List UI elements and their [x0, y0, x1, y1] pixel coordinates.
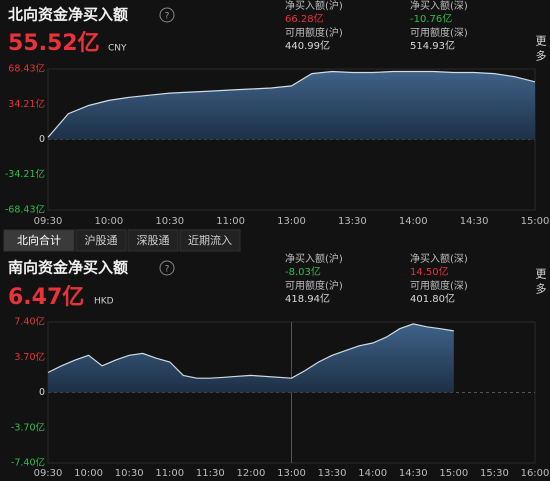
help-icon[interactable] [159, 7, 175, 23]
currency: HKD [94, 297, 114, 307]
x-tick-label: 14:00 [358, 468, 387, 479]
tab-label[interactable]: 深股通 [137, 234, 170, 247]
y-tick-label: 34.21亿 [8, 98, 45, 110]
x-tick-label: 15:00 [439, 468, 468, 479]
line [47, 70, 536, 138]
area [48, 323, 454, 393]
x-tick-label: 11:00 [155, 468, 184, 479]
area [48, 71, 535, 140]
x-tick-label: 09:30 [34, 216, 63, 227]
tab-label[interactable]: 近期流入 [188, 233, 232, 247]
tab[interactable] [179, 229, 241, 252]
x-tick-label: 14:30 [399, 468, 428, 479]
stat-label: 净买入额(沪) [285, 0, 343, 12]
x-tick-label: 14:00 [399, 216, 428, 227]
total: 55.52亿 [8, 31, 100, 56]
stat-value: 440.99亿 [285, 39, 330, 52]
x-tick-label: 09:30 [34, 468, 63, 479]
help-icon[interactable] [159, 260, 175, 276]
panel-title: 南向资金净买入额 [8, 259, 128, 277]
stat-label: 可用额度(深) [410, 26, 468, 39]
stat-label: 可用额度(沪) [285, 279, 343, 292]
x-tick-label: 15:00 [521, 216, 550, 227]
stat-label: 净买入额(深) [410, 252, 468, 265]
tab[interactable] [127, 229, 179, 252]
stat-value: -10.76亿 [410, 12, 452, 25]
tab[interactable] [75, 229, 127, 252]
x-tick-label: 16:00 [521, 468, 550, 479]
x-tick-label: 10:30 [155, 216, 184, 227]
y-tick-label: -34.21亿 [5, 168, 45, 180]
stat-value: 514.93亿 [410, 39, 455, 52]
tab-label[interactable]: 北向合计 [17, 233, 61, 247]
stat-value: 401.80亿 [410, 292, 455, 305]
currency: CNY [108, 44, 127, 54]
help-mark[interactable]: ? [165, 265, 170, 275]
y-tick-label: 0 [39, 134, 45, 145]
stat-value: 66.28亿 [285, 12, 324, 25]
stat-label: 可用额度(深) [410, 279, 468, 292]
y-tick-label: -7.40亿 [11, 457, 45, 469]
y-tick-label: 68.43亿 [8, 63, 45, 75]
x-tick-label: 11:00 [216, 216, 245, 227]
x-tick-label: 12:00 [237, 468, 266, 479]
stat-label: 净买入额(沪) [285, 252, 343, 265]
x-tick-label: 13:00 [277, 216, 306, 227]
stat-value: -8.03亿 [285, 265, 321, 278]
stat-value: 14.50亿 [410, 265, 449, 278]
y-tick-label: 0 [39, 387, 45, 398]
x-tick-label: 13:30 [318, 468, 347, 479]
tab[interactable] [3, 229, 75, 252]
line [47, 323, 454, 379]
tab-label[interactable]: 沪股通 [85, 233, 118, 247]
more-button[interactable]: 更多 [534, 268, 547, 298]
y-tick-label: 3.70亿 [14, 351, 45, 363]
y-tick-label: -3.70亿 [11, 421, 45, 433]
stat-value: 418.94亿 [285, 292, 330, 305]
x-tick-label: 13:30 [338, 216, 367, 227]
more-button[interactable]: 更多 [534, 35, 547, 65]
x-tick-label: 10:00 [94, 216, 123, 227]
help-mark[interactable]: ? [165, 12, 170, 22]
total: 6.47亿 [8, 285, 84, 310]
x-tick-label: 10:30 [115, 468, 144, 479]
x-tick-label: 15:30 [480, 468, 509, 479]
y-tick-label: 7.40亿 [14, 316, 45, 328]
x-tick-label: 14:30 [460, 216, 489, 227]
x-tick-label: 13:00 [277, 468, 306, 479]
panel-title: 北向资金净买入额 [8, 6, 128, 24]
x-tick-label: 11:30 [196, 468, 225, 479]
y-tick-label: -68.43亿 [5, 204, 45, 216]
x-tick-label: 10:00 [74, 468, 103, 479]
stat-label: 净买入额(深) [410, 0, 468, 12]
stat-label: 可用额度(沪) [285, 26, 343, 39]
